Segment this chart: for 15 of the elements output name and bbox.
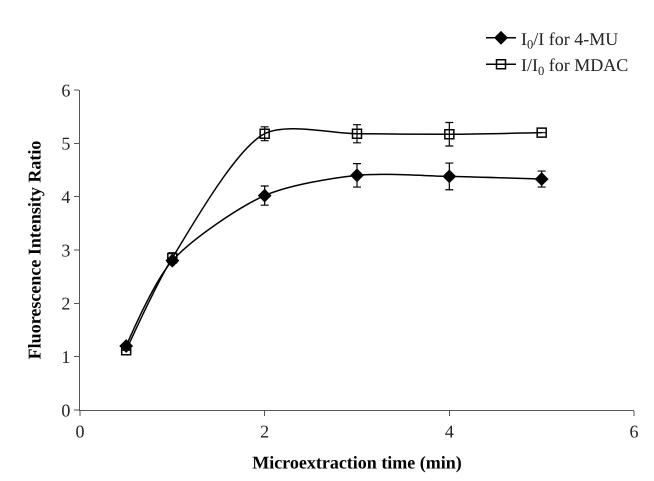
- legend-label: I/I$_{0}$ for MDAC: [521, 55, 628, 78]
- x-tick-label: 4: [444, 422, 454, 442]
- y-tick-label: 1: [61, 346, 70, 367]
- x-tick-label: 6: [630, 422, 638, 442]
- x-tick-label: 2: [260, 422, 270, 442]
- y-tick-label: 6: [61, 80, 70, 100]
- legend-label: I$_{0}$/I for 4-MU: [521, 28, 618, 52]
- y-tick-label: 4: [61, 186, 70, 207]
- y-tick-label: 0: [61, 400, 70, 420]
- y-tick-label: 3: [61, 240, 70, 260]
- y-tick-label: 5: [61, 134, 70, 154]
- y-axis-title: Fluorescence Intensity Ratio: [24, 140, 45, 360]
- x-axis-title: Microextraction time (min): [252, 452, 462, 473]
- y-tick-label: 2: [61, 294, 70, 314]
- x-tick-label: 0: [76, 422, 84, 442]
